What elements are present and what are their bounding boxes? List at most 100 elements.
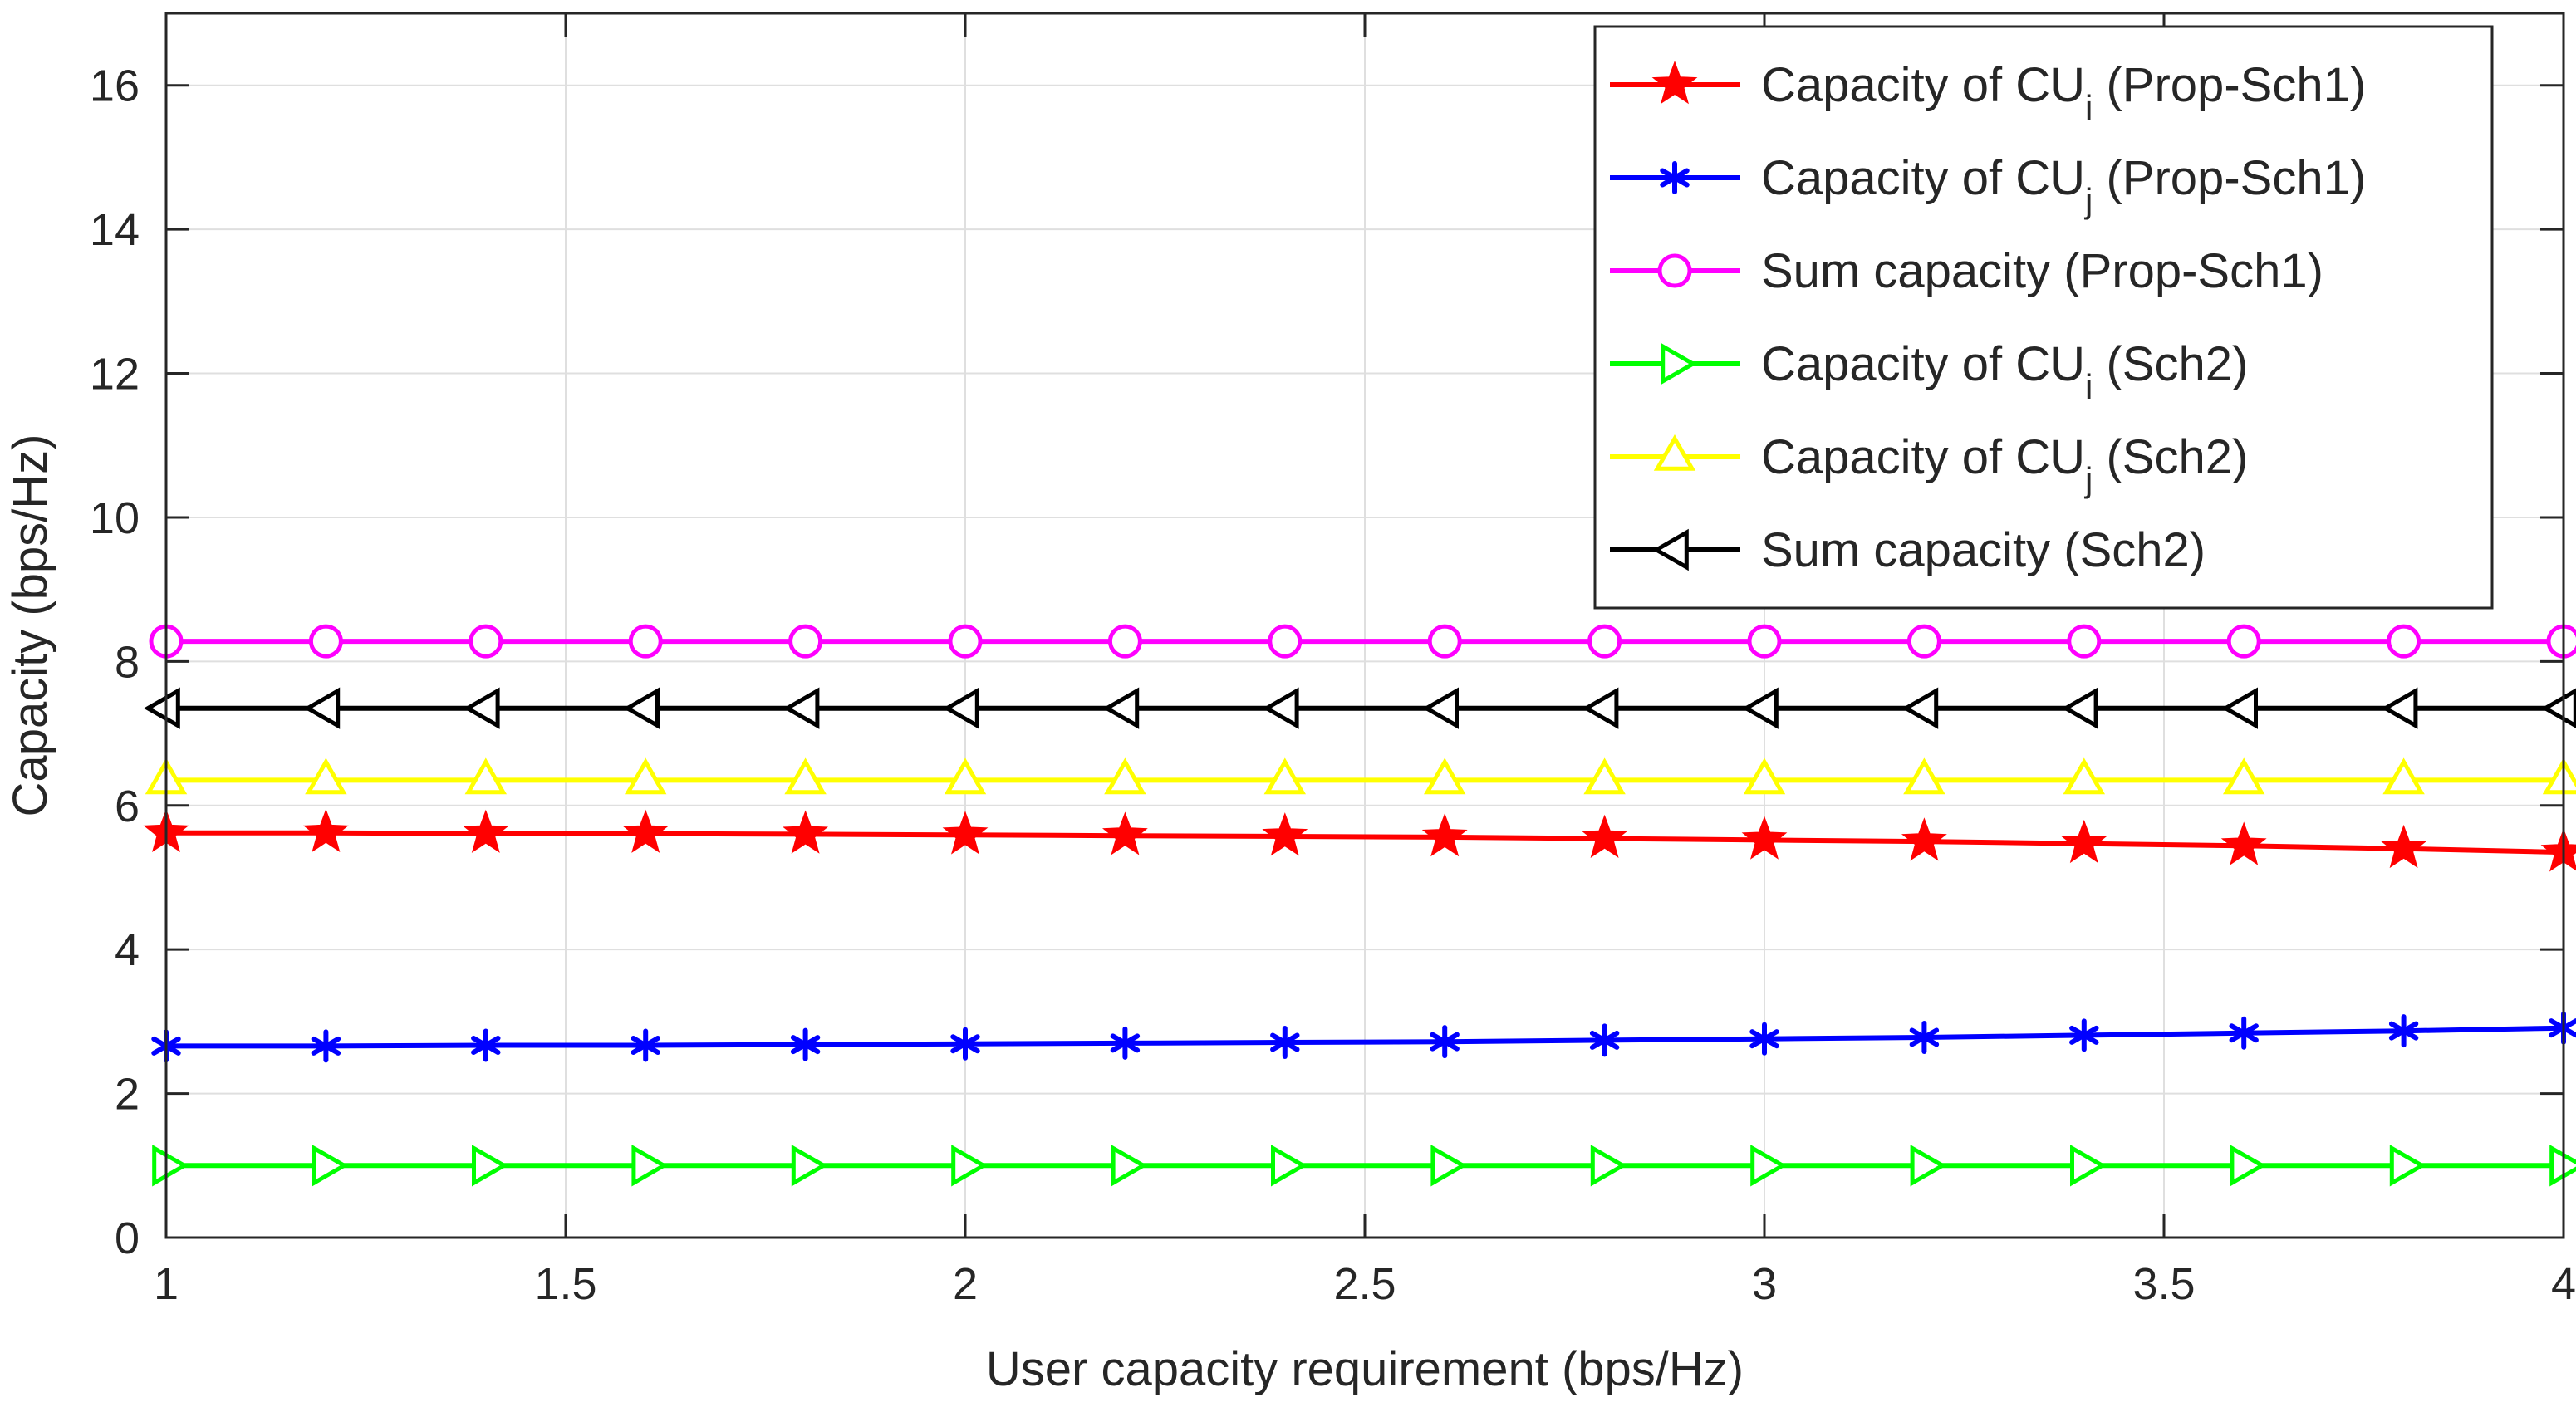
data-point-marker (1111, 1145, 1148, 1187)
series-line (166, 1025, 2564, 1049)
axis-ticks: 1 1.5 2 2.5 3 3.5 4 0 2 4 6 8 10 12 14 16 (90, 13, 2576, 1309)
data-point-marker (2387, 624, 2421, 659)
legend: Capacity of CUi (Prop-Sch1)Capacity of C… (1593, 25, 2494, 610)
legend-label-suffix: (Sch2) (2093, 337, 2248, 391)
y-tick-label: 6 (115, 782, 140, 831)
data-point-marker (1262, 687, 1299, 729)
data-point-marker (2222, 757, 2265, 795)
data-point-marker (302, 808, 349, 853)
legend-item: Capacity of CUi (Sch2) (1610, 337, 2248, 406)
data-point-marker (1421, 813, 1468, 857)
data-point-marker (1102, 811, 1148, 855)
data-point-marker (1901, 817, 1947, 861)
data-point-marker (1430, 1025, 1460, 1059)
series-line (166, 830, 2564, 855)
legend-label-main: Capacity of CU (1761, 151, 2085, 205)
data-point-marker (2540, 688, 2576, 728)
data-point-marker (783, 687, 820, 729)
data-point-marker-stroke (2069, 1025, 2099, 1045)
legend-item: Sum capacity (Prop-Sch1) (1610, 244, 2323, 298)
data-point-marker (143, 687, 180, 729)
y-tick-label: 2 (115, 1070, 140, 1120)
data-point-marker (2381, 687, 2418, 729)
data-point-marker (1582, 814, 1628, 859)
data-point-marker (1262, 812, 1308, 856)
data-point-marker (2229, 1016, 2259, 1050)
data-point-marker (2061, 819, 2107, 864)
data-point-marker (2070, 1145, 2107, 1187)
legend-marker (1651, 528, 1689, 571)
legend-item: Capacity of CUj (Prop-Sch1) (1610, 151, 2366, 220)
data-point-marker (784, 757, 827, 795)
y-tick-label: 4 (115, 925, 140, 975)
data-point-marker (305, 757, 347, 795)
data-point-marker-stroke (631, 1035, 660, 1055)
data-point-marker (1102, 687, 1140, 729)
data-point-marker (463, 809, 509, 853)
data-point-marker (1422, 687, 1459, 729)
data-point-marker (2226, 624, 2261, 659)
data-point-marker (2230, 1145, 2267, 1187)
legend-marker (1657, 253, 1692, 288)
legend-label-subscript: j (2083, 460, 2093, 499)
data-point-marker-stroke (790, 1035, 821, 1055)
data-point-marker (1903, 757, 1945, 795)
data-point-marker (1910, 1145, 1947, 1187)
data-point-marker (1110, 1026, 1141, 1060)
data-point-marker (631, 1145, 669, 1187)
legend-label-main: Sum capacity (Sch2) (1761, 523, 2206, 577)
x-tick-label: 2 (953, 1259, 978, 1309)
data-point-marker (1589, 1023, 1620, 1057)
data-point-marker (311, 1029, 341, 1063)
data-point-marker (469, 624, 503, 659)
y-tick-label: 16 (90, 61, 140, 111)
data-point-marker (1901, 687, 1939, 729)
legend-marker (1661, 342, 1698, 385)
x-tick-label: 1.5 (534, 1259, 596, 1309)
data-point-marker (791, 1145, 828, 1187)
data-point-marker-stroke (1589, 1030, 1620, 1050)
data-series (143, 624, 2576, 1187)
data-point-marker-stroke (471, 1035, 501, 1055)
data-point-marker-stroke (311, 1036, 341, 1056)
legend-label-suffix: (Prop-Sch1) (2093, 58, 2366, 112)
legend-box (1593, 25, 2494, 610)
data-point-marker (472, 1145, 508, 1187)
y-axis-title: Capacity (bps/Hz) (3, 434, 57, 817)
legend-label: Capacity of CUi (Prop-Sch1) (1761, 58, 2366, 127)
data-point-marker (2220, 821, 2267, 865)
data-point-marker (2382, 757, 2425, 795)
legend-label-main: Capacity of CU (1761, 58, 2085, 112)
series-6 (143, 687, 2576, 729)
data-point-marker (303, 687, 341, 729)
data-point-marker (464, 757, 508, 795)
data-point-marker (471, 1028, 501, 1062)
data-point-marker (1747, 624, 1782, 659)
data-point-marker-stroke (1430, 1032, 1460, 1052)
data-point-marker (1427, 624, 1462, 659)
data-point-marker (1750, 1145, 1788, 1187)
series-3 (149, 624, 2576, 659)
legend-label-suffix: (Prop-Sch1) (2093, 151, 2366, 205)
y-tick-label: 8 (115, 637, 140, 687)
legend-label: Sum capacity (Sch2) (1761, 523, 2206, 577)
data-point-marker (1268, 624, 1303, 659)
x-tick-label: 1 (154, 1259, 179, 1309)
data-point-marker (631, 1028, 660, 1062)
legend-label-suffix: (Sch2) (2093, 430, 2248, 484)
data-point-marker (152, 1145, 189, 1187)
data-point-marker (622, 809, 669, 853)
data-point-marker (790, 1027, 821, 1061)
data-point-marker (463, 687, 500, 729)
data-point-marker (2389, 1145, 2426, 1187)
data-point-marker (942, 687, 979, 729)
legend-label-main: Capacity of CU (1761, 337, 2085, 391)
legend-marker (1653, 434, 1696, 471)
y-tick-label: 0 (115, 1213, 140, 1263)
legend-marker (1660, 161, 1690, 194)
x-tick-label: 2.5 (1333, 1259, 1396, 1309)
x-tick-label: 4 (2551, 1259, 2576, 1309)
data-point-marker (942, 811, 989, 855)
data-point-marker (944, 757, 987, 795)
